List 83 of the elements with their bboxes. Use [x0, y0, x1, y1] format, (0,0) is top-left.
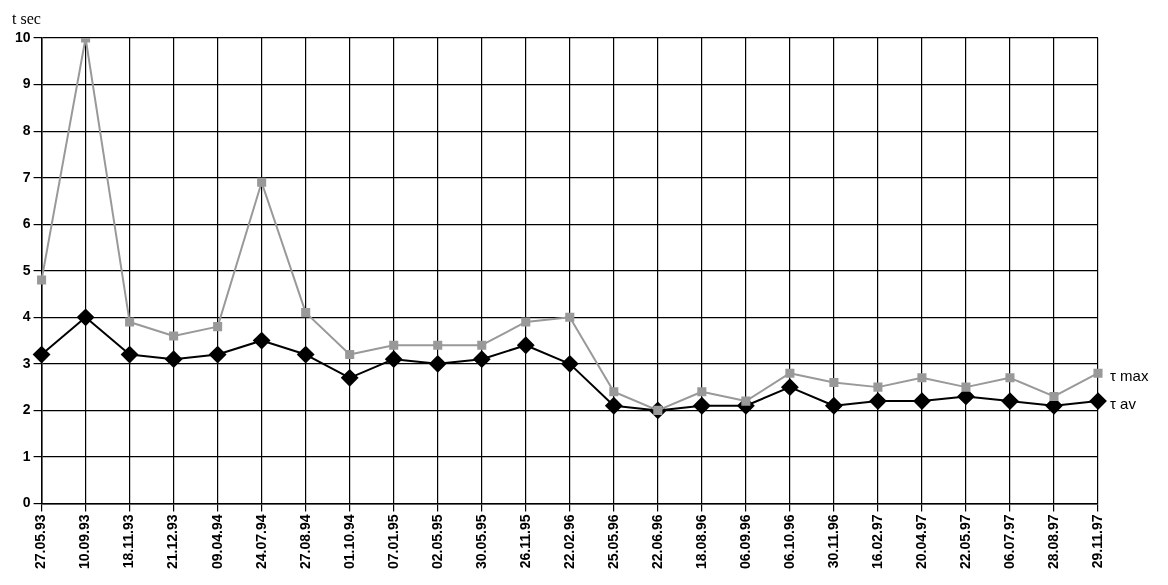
x-tick-label: 06.10.96 — [780, 514, 797, 569]
point — [209, 346, 227, 364]
point — [169, 331, 179, 341]
point — [389, 340, 399, 350]
x-tick-label: 06.09.96 — [736, 514, 753, 569]
point — [961, 382, 971, 392]
point — [253, 332, 271, 350]
point — [741, 396, 751, 406]
x-tick-label: 02.05.95 — [428, 514, 445, 569]
point — [869, 392, 887, 410]
y-tick-label: 6 — [22, 215, 31, 232]
point — [433, 340, 443, 350]
point — [873, 382, 883, 392]
y-tick-label: 9 — [22, 75, 31, 92]
point — [477, 340, 487, 350]
y-axis-title: t sec — [12, 10, 41, 28]
point — [785, 368, 795, 378]
point — [609, 387, 619, 397]
x-tick-label: 29.11.97 — [1088, 514, 1105, 569]
point — [33, 346, 51, 364]
series-label: τ max — [1110, 367, 1149, 385]
x-tick-label: 30.05.95 — [472, 514, 489, 569]
point — [913, 392, 931, 410]
y-tick-label: 3 — [22, 354, 31, 371]
point — [1001, 392, 1019, 410]
x-tick-label: 06.07.97 — [1000, 514, 1017, 569]
y-tick-label: 10 — [14, 28, 31, 45]
point — [341, 369, 359, 387]
point — [429, 355, 447, 373]
point — [1093, 368, 1103, 378]
point — [697, 387, 707, 397]
point — [385, 350, 403, 368]
point — [693, 397, 711, 415]
series-label: τ av — [1110, 395, 1137, 413]
point — [473, 350, 491, 368]
y-tick-label: 5 — [22, 261, 31, 278]
point — [301, 308, 311, 318]
point — [1089, 392, 1107, 410]
x-tick-label: 27.05.93 — [32, 514, 49, 569]
point — [829, 377, 839, 388]
point — [165, 350, 183, 368]
y-tick-label: 2 — [22, 401, 31, 418]
point — [565, 312, 575, 322]
point — [77, 308, 95, 326]
x-tick-label: 30.11.96 — [824, 514, 841, 569]
x-tick-label: 22.02.96 — [560, 514, 577, 569]
point — [297, 346, 315, 364]
x-tick-label: 16.02.97 — [868, 514, 885, 569]
point — [257, 177, 267, 187]
point — [517, 336, 535, 354]
x-tick-label: 20.04.97 — [912, 514, 929, 569]
point — [1005, 373, 1015, 383]
x-tick-label: 26.11.95 — [516, 514, 533, 569]
point — [125, 317, 135, 327]
x-tick-label: 27.08.94 — [296, 514, 313, 569]
x-tick-label: 22.06.96 — [648, 514, 665, 569]
x-tick-label: 09.04.94 — [208, 514, 225, 569]
x-tick-label: 22.05.97 — [956, 514, 973, 569]
point — [213, 322, 223, 332]
y-tick-label: 1 — [22, 447, 31, 464]
x-tick-label: 01.10.94 — [340, 514, 357, 569]
point — [825, 397, 843, 415]
x-tick-label: 18.11.93 — [120, 514, 137, 569]
x-tick-label: 18.08.96 — [692, 514, 709, 569]
x-tick-label: 21.12.93 — [164, 514, 181, 569]
point — [1049, 391, 1059, 401]
point — [917, 373, 927, 383]
point — [345, 350, 355, 360]
point — [121, 346, 139, 364]
x-tick-label: 28.08.97 — [1044, 514, 1061, 569]
x-tick-label: 10.09.93 — [76, 514, 93, 569]
point — [521, 317, 531, 327]
point — [781, 378, 799, 396]
y-tick-label: 0 — [22, 494, 31, 511]
y-tick-label: 8 — [22, 121, 31, 138]
y-tick-label: 4 — [22, 308, 31, 325]
point — [37, 275, 47, 285]
point — [605, 397, 623, 415]
y-tick-label: 7 — [22, 168, 31, 185]
x-tick-label: 24.07.94 — [252, 514, 269, 569]
x-tick-label: 07.01.95 — [384, 514, 401, 569]
x-tick-label: 25.05.96 — [604, 514, 621, 569]
point — [561, 355, 579, 373]
